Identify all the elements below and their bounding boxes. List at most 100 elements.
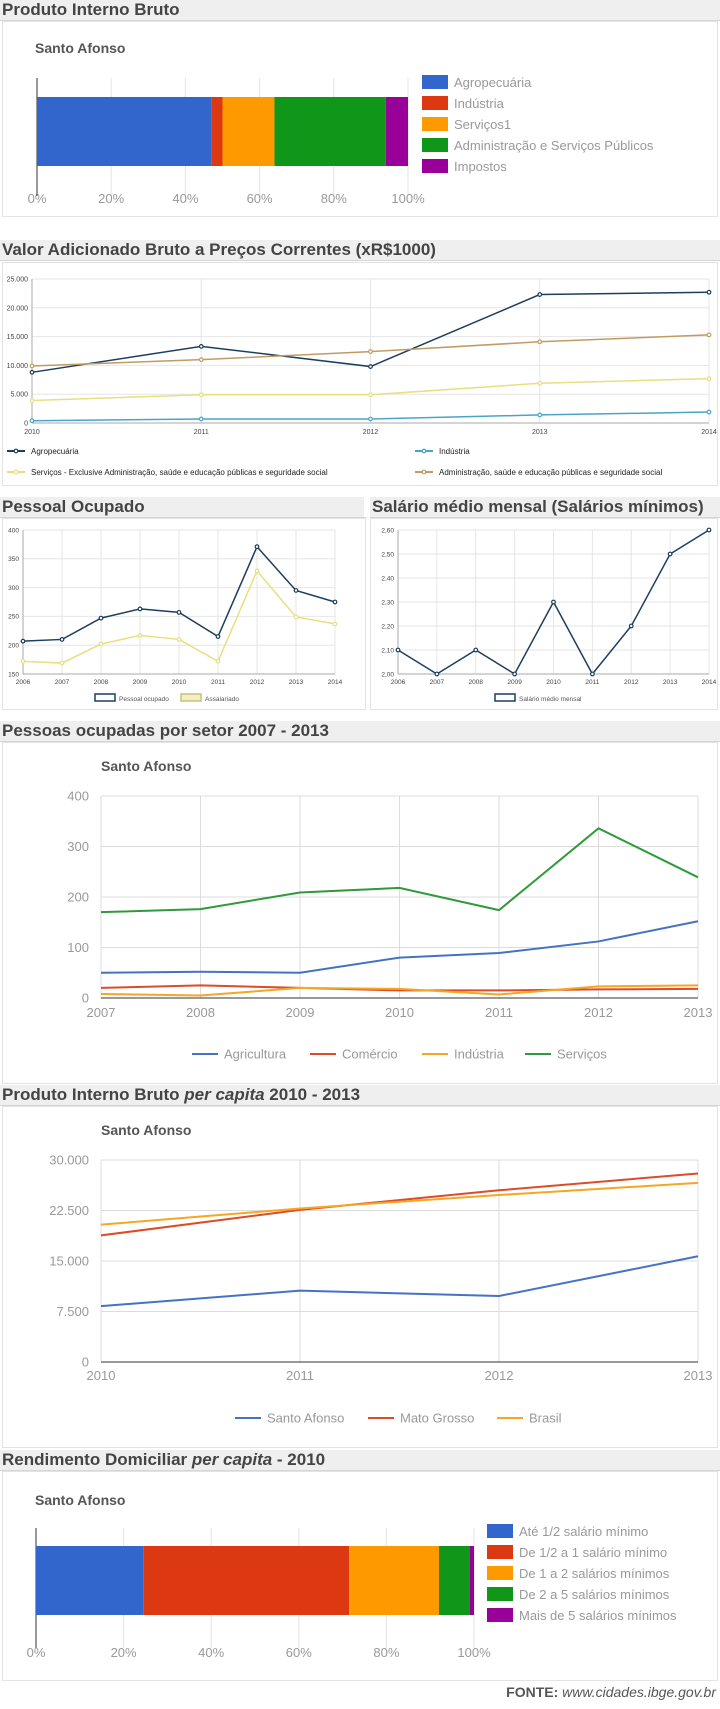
x-tick-label: 2012	[250, 679, 265, 686]
data-point	[368, 349, 373, 354]
legend-label: De 1 a 2 salários mínimos	[519, 1566, 670, 1581]
data-point	[537, 339, 543, 345]
section-title-setor: Pessoas ocupadas por setor 2007 - 2013	[0, 721, 720, 742]
x-tick-label: 2011	[286, 1368, 314, 1383]
legend-label: Administração e Serviços Públicos	[454, 138, 654, 153]
y-tick-label: 300	[67, 839, 89, 854]
y-tick-label: 150	[8, 671, 19, 678]
rendimento-panel: Santo Afonso 0% 20% 40% 60% 80% 100% Até 1/2 sa…	[2, 1471, 718, 1681]
section-title-vab: Valor Adicionado Bruto a Preços Corrente…	[0, 240, 720, 261]
x-tick-label: 2012	[624, 679, 639, 686]
data-point	[198, 416, 204, 422]
y-tick-label: 400	[8, 527, 19, 534]
source-label: FONTE:	[506, 1684, 559, 1700]
legend-swatch	[494, 693, 516, 702]
y-tick-label: 250	[8, 614, 19, 621]
chart-title: Santo Afonso	[35, 1492, 125, 1508]
x-tick-label: 40%	[198, 1645, 224, 1660]
section-title-rendimento: Rendimento Domiciliar per capita - 2010	[0, 1450, 720, 1471]
bar-segment	[438, 1546, 470, 1615]
y-tick-label: 0	[24, 420, 28, 427]
bar-segment	[274, 97, 386, 166]
rend-title-a: Rendimento Domiciliar	[2, 1450, 192, 1469]
vab-chart: 0 5.000 10.000 15.000 20.000 25.000 2010 2011 20…	[7, 276, 717, 476]
y-tick-label: 0	[82, 1355, 89, 1370]
x-tick-label: 2008	[186, 1005, 215, 1020]
data-point	[98, 641, 104, 647]
x-tick-label: 2010	[24, 429, 40, 436]
x-tick-label: 2013	[684, 1005, 713, 1020]
legend-swatch	[487, 1545, 513, 1559]
source-url[interactable]: www.cidades.ibge.gov.br	[562, 1684, 716, 1700]
x-tick-label: 2013	[663, 679, 678, 686]
y-tick-label: 30.000	[49, 1153, 89, 1168]
y-tick-label: 15.000	[7, 334, 29, 341]
legend-swatch	[487, 1566, 513, 1580]
x-tick-label: 2008	[469, 679, 484, 686]
legend-label: Brasil	[529, 1411, 562, 1426]
legend-label: Indústria	[454, 96, 505, 111]
pessoal-panel: 150 200 250 300 350 400 2006 2007 2008 2009 2010 20…	[2, 518, 366, 710]
x-tick-label: 2014	[701, 429, 717, 436]
data-point	[98, 615, 104, 621]
salario-panel: 2,00 2,10 2,20 2,30 2,40 2,50 2,60 2006 2007 2008…	[370, 518, 718, 710]
x-tick-label: 2009	[286, 1005, 315, 1020]
series-line	[100, 827, 699, 914]
data-point	[20, 638, 26, 644]
legend-swatch	[487, 1608, 513, 1622]
rend-title-b: per capita	[191, 1450, 273, 1469]
data-point	[706, 376, 712, 382]
legend-label: Até 1/2 salário mínimo	[519, 1524, 648, 1539]
y-tick-label: 7.500	[56, 1304, 89, 1319]
data-point	[551, 599, 556, 605]
legend-label: Comércio	[342, 1047, 398, 1062]
section-title-salario: Salário médio mensal (Salários mínimos)	[370, 497, 720, 518]
x-tick-label: 80%	[321, 191, 347, 206]
bar-segment	[385, 97, 408, 166]
bar-segment	[143, 1546, 350, 1615]
data-point	[537, 412, 543, 418]
x-tick-label: 2010	[546, 679, 561, 686]
legend-label: De 1/2 a 1 salário mínimo	[519, 1545, 667, 1560]
percapita-chart: Santo Afonso 0 7.500 15.000 22.500 30.000 2010…	[49, 1122, 712, 1426]
legend-swatch	[422, 75, 448, 89]
x-tick-label: 2013	[532, 429, 548, 436]
y-tick-label: 300	[8, 585, 19, 592]
legend-label: Mais de 5 salários mínimos	[519, 1608, 677, 1623]
y-tick-label: 2,30	[381, 599, 394, 606]
chart-title: Santo Afonso	[101, 758, 191, 774]
section-title-pib: Produto Interno Bruto	[0, 0, 720, 21]
x-tick-label: 2009	[507, 679, 522, 686]
x-tick-label: 2010	[87, 1368, 116, 1383]
chart-title: Santo Afonso	[35, 40, 125, 56]
series-line	[100, 1255, 699, 1308]
data-point	[198, 357, 204, 363]
legend-swatch	[422, 96, 448, 110]
x-tick-label: 2010	[172, 679, 187, 686]
legend-swatch	[94, 693, 116, 702]
data-point	[537, 292, 543, 297]
data-point	[293, 614, 299, 620]
legend-label: Agricultura	[224, 1047, 287, 1062]
salario-chart: 2,00 2,10 2,20 2,30 2,40 2,50 2,60 2006 2007 2008…	[381, 527, 716, 703]
data-point	[198, 392, 204, 398]
data-point	[215, 658, 221, 664]
legend-label: Assalariado	[205, 696, 239, 703]
legend-label: Indústria	[439, 447, 470, 456]
data-point	[137, 633, 143, 638]
data-point	[667, 551, 673, 557]
series-line	[100, 984, 699, 997]
data-point	[20, 658, 26, 664]
y-tick-label: 2,20	[381, 623, 394, 630]
y-tick-label: 350	[8, 556, 19, 563]
legend-swatch	[487, 1587, 513, 1601]
data-point	[368, 364, 373, 369]
data-point	[368, 392, 373, 398]
x-tick-label: 2011	[211, 679, 225, 686]
source-footer: FONTE: www.cidades.ibge.gov.br	[506, 1684, 716, 1700]
x-tick-label: 20%	[98, 191, 124, 206]
x-tick-label: 2012	[584, 1005, 613, 1020]
x-tick-label: 0%	[27, 1645, 46, 1660]
series-line	[100, 1172, 699, 1237]
x-tick-label: 2007	[87, 1005, 116, 1020]
